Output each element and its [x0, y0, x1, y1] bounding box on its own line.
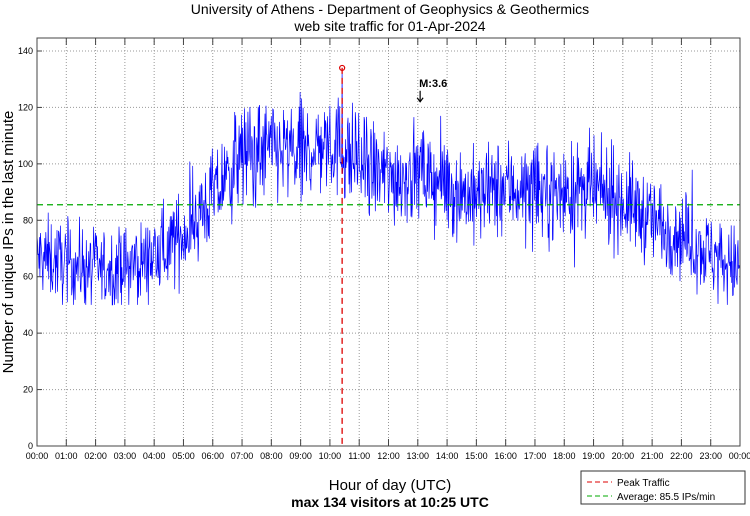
x-tick-label: 05:00 [172, 451, 195, 461]
x-tick-label: 11:00 [348, 451, 370, 461]
x-tick-label: 19:00 [582, 451, 605, 461]
y-tick-label: 60 [23, 272, 33, 282]
x-tick-label: 15:00 [465, 451, 488, 461]
chart-title: University of Athens - Department of Geo… [191, 1, 589, 17]
y-tick-label: 80 [23, 215, 33, 225]
y-tick-label: 120 [18, 102, 33, 112]
x-axis-sublabel: max 134 visitors at 10:25 UTC [291, 494, 489, 510]
x-tick-label: 01:00 [55, 451, 78, 461]
y-tick-label: 40 [23, 328, 33, 338]
x-axis-label: Hour of day (UTC) [329, 477, 452, 494]
x-tick-label: 08:00 [260, 451, 283, 461]
x-tick-label: 14:00 [436, 451, 459, 461]
y-tick-label: 140 [18, 46, 33, 56]
grid [37, 38, 740, 446]
x-tick-label: 00:00 [26, 451, 49, 461]
overlay-layer: M:3.6 [37, 64, 740, 446]
x-tick-label: 09:00 [289, 451, 312, 461]
peak-marker [339, 64, 346, 72]
x-tick-label: 16:00 [494, 451, 517, 461]
x-tick-label: 02:00 [84, 451, 107, 461]
legend-peak-label: Peak Traffic [617, 478, 670, 489]
y-axis-label: Number of unique IPs in the last minute [0, 111, 17, 374]
x-tick-label: 10:00 [319, 451, 342, 461]
x-tick-label: 07:00 [231, 451, 254, 461]
y-tick-label: 0 [28, 441, 33, 451]
y-tick-label: 20 [23, 385, 33, 395]
series-layer [36, 67, 740, 306]
x-tick-label: 03:00 [114, 451, 137, 461]
traffic-line [36, 67, 740, 306]
x-tick-label: 00:00 [729, 451, 750, 461]
x-ticks: 00:00 01:00 02:00 03:00 04:00 05:00 06:00 07:00… [26, 38, 750, 461]
x-tick-label: 12:00 [377, 451, 400, 461]
x-tick-label: 23:00 [699, 451, 722, 461]
x-tick-label: 21:00 [641, 451, 664, 461]
y-tick-label: 100 [18, 159, 33, 169]
annotation-arrowhead [416, 97, 424, 103]
x-tick-label: 20:00 [612, 451, 635, 461]
x-tick-label: 18:00 [553, 451, 576, 461]
legend: Peak Traffic Average: 85.5 IPs/min [580, 470, 746, 505]
x-tick-label: 22:00 [670, 451, 693, 461]
legend-box [580, 470, 746, 505]
legend-average-label: Average: 85.5 IPs/min [617, 492, 715, 503]
x-tick-label: 13:00 [407, 451, 430, 461]
x-tick-label: 17:00 [524, 451, 547, 461]
x-tick-label: 06:00 [201, 451, 224, 461]
chart-subtitle: web site traffic for 01-Apr-2024 [293, 18, 485, 34]
y-ticks: 0 20 40 60 80 100 120 140 [18, 46, 42, 451]
x-tick-label: 04:00 [143, 451, 166, 461]
annotation-label: M:3.6 [419, 78, 447, 90]
